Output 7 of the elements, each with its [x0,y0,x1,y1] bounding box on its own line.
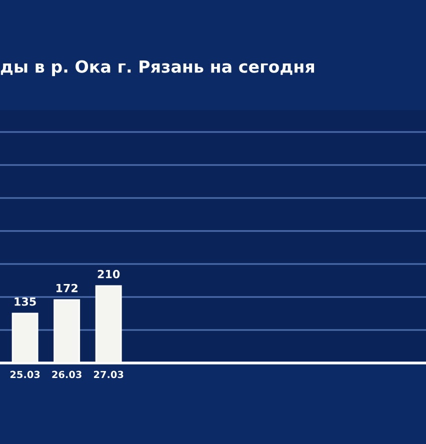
x-tick-label: 26.03 [52,370,82,378]
x-tick-label: 25.03 [10,370,40,378]
x-tick-label: 27.03 [94,370,124,378]
data-label: 210 [98,270,120,278]
data-label: 172 [56,284,78,292]
data-label: 135 [14,297,36,306]
chart-title: ды в р. Ока г. Рязань на сегодня [0,60,314,76]
